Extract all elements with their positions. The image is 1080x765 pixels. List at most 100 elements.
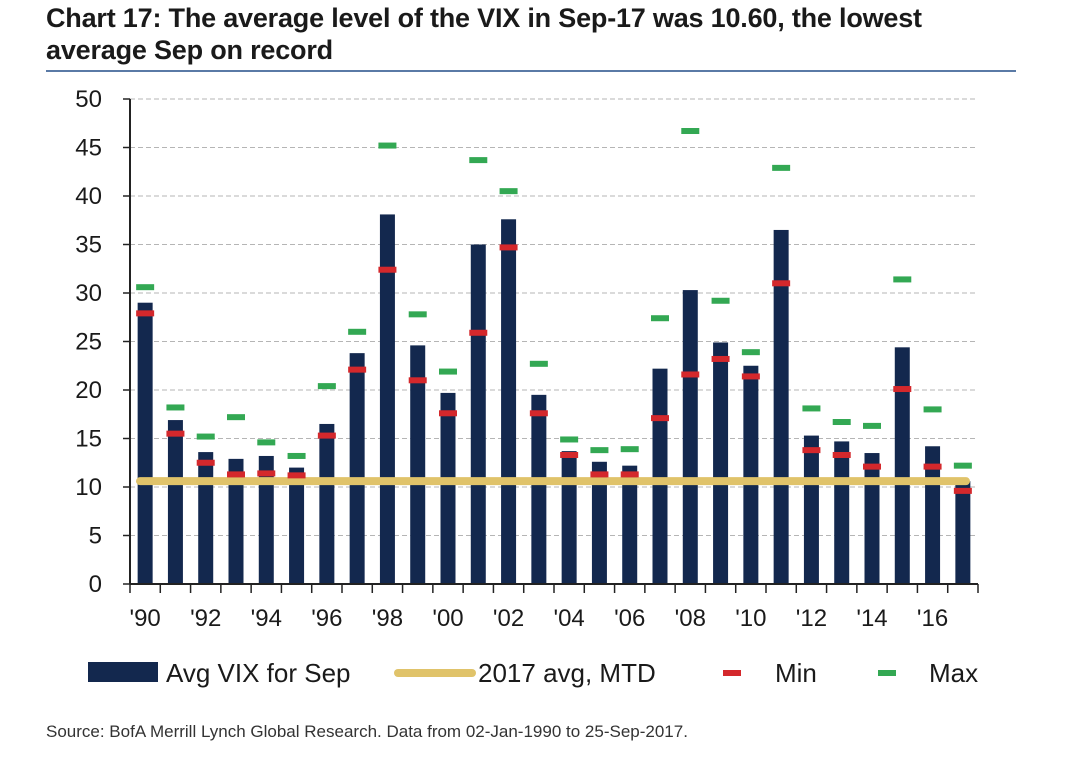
- x-tick-label: '08: [675, 605, 706, 632]
- max-marker-2015: [893, 276, 912, 283]
- min-marker-1999: [408, 377, 427, 384]
- x-tick-label: '96: [311, 605, 342, 632]
- min-marker-2014: [863, 463, 881, 470]
- legend-label-min: Min: [775, 658, 817, 688]
- x-tick-label: '06: [614, 605, 645, 632]
- min-marker-1997: [348, 366, 367, 373]
- x-tick-label: '90: [130, 605, 161, 632]
- x-tick-label: '16: [917, 605, 948, 632]
- legend: Avg VIX for Sep 2017 avg, MTD Min Max: [88, 658, 978, 688]
- max-marker-2003: [529, 360, 548, 367]
- bar-avg-vix-2015: [894, 347, 910, 584]
- bar-avg-vix-1996: [319, 423, 335, 584]
- legend-swatch-min: [723, 670, 741, 676]
- max-marker-1993: [227, 414, 245, 421]
- legend-swatch-avg-vix: [88, 662, 158, 682]
- legend-label-2017-avg: 2017 avg, MTD: [478, 658, 656, 688]
- y-tick-label: 30: [75, 280, 102, 307]
- x-tick-label: '94: [251, 605, 282, 632]
- max-marker-2008: [681, 128, 700, 135]
- min-marker-2001: [469, 329, 488, 336]
- max-marker-1999: [408, 311, 427, 318]
- max-marker-2012: [802, 405, 821, 412]
- bar-avg-vix-2005: [591, 461, 607, 584]
- max-marker-2010: [741, 349, 760, 356]
- min-marker-2016: [923, 463, 942, 470]
- y-tick-label: 10: [75, 474, 102, 501]
- min-marker-2008: [681, 371, 700, 378]
- x-tick-label: '00: [432, 605, 463, 632]
- min-marker-2011: [772, 280, 791, 287]
- min-marker-1990: [136, 310, 155, 317]
- min-marker-1995: [287, 472, 306, 479]
- x-tick-label: '04: [554, 605, 585, 632]
- min-marker-1998: [378, 266, 397, 273]
- max-marker-1995: [287, 452, 306, 459]
- max-marker-2009: [711, 297, 730, 304]
- min-marker-2006: [620, 471, 639, 478]
- min-marker-1992: [196, 459, 215, 466]
- max-marker-2001: [469, 157, 488, 164]
- max-marker-2006: [620, 446, 639, 453]
- bar-avg-vix-2006: [622, 465, 638, 584]
- legend-label-avg-vix: Avg VIX for Sep: [166, 658, 351, 688]
- max-marker-2005: [590, 447, 609, 454]
- bar-avg-vix-2003: [531, 394, 547, 584]
- min-marker-2010: [741, 373, 760, 380]
- bar-avg-vix-1993: [228, 458, 244, 584]
- bar-avg-vix-1992: [198, 452, 214, 584]
- bar-avg-vix-2008: [682, 290, 698, 584]
- bar-avg-vix-1999: [410, 345, 426, 584]
- min-marker-2004: [560, 451, 579, 458]
- max-marker-2004: [560, 436, 579, 443]
- min-marker-2009: [711, 355, 730, 362]
- bar-avg-vix-2001: [470, 244, 486, 584]
- max-marker-1991: [166, 404, 185, 411]
- max-marker-2007: [651, 315, 669, 322]
- bar-avg-vix-2010: [743, 365, 759, 584]
- x-tick-label: '14: [856, 605, 887, 632]
- x-tick-label: '98: [372, 605, 403, 632]
- min-marker-2007: [651, 415, 669, 422]
- y-tick-label: 20: [75, 377, 102, 404]
- max-marker-1997: [348, 328, 367, 335]
- bar-avg-vix-2004: [561, 451, 577, 584]
- min-marker-2003: [529, 410, 548, 417]
- gridlines: [130, 98, 978, 536]
- bar-avg-vix-2017: [955, 481, 971, 584]
- min-marker-1994: [257, 470, 276, 477]
- x-tick-label: '12: [796, 605, 827, 632]
- bar-avg-vix-1995: [289, 467, 305, 584]
- bar-avg-vix-1998: [379, 214, 395, 584]
- max-marker-1998: [378, 142, 397, 149]
- min-marker-2013: [832, 451, 851, 458]
- min-marker-2005: [590, 471, 609, 478]
- bar-avg-vix-1991: [167, 420, 183, 584]
- min-marker-2000: [439, 410, 457, 417]
- max-marker-2016: [923, 406, 942, 413]
- max-marker-2011: [772, 164, 791, 171]
- bar-avg-vix-2007: [652, 368, 668, 584]
- bar-avg-vix-2011: [773, 229, 789, 584]
- min-marker-1996: [317, 432, 336, 439]
- y-tick-label: 45: [75, 135, 102, 162]
- chart-title: Chart 17: The average level of the VIX i…: [46, 3, 922, 65]
- y-tick-label: 0: [89, 571, 102, 598]
- x-tick-label: '92: [190, 605, 221, 632]
- max-marker-1992: [196, 433, 215, 440]
- y-tick-label: 50: [75, 86, 102, 113]
- bar-avg-vix-2014: [864, 453, 880, 584]
- bar-avg-vix-1990: [137, 302, 153, 584]
- max-marker-1990: [136, 284, 155, 291]
- bar-avg-vix-1997: [349, 353, 365, 584]
- y-tick-label: 40: [75, 183, 102, 210]
- bars: [137, 214, 971, 584]
- min-marker-2002: [499, 244, 518, 251]
- max-marker-2002: [499, 188, 518, 195]
- bar-avg-vix-1994: [258, 455, 274, 584]
- y-tick-label: 35: [75, 232, 102, 259]
- bar-avg-vix-2002: [501, 219, 517, 584]
- bar-avg-vix-2013: [834, 441, 850, 584]
- max-marker-2017: [953, 462, 972, 469]
